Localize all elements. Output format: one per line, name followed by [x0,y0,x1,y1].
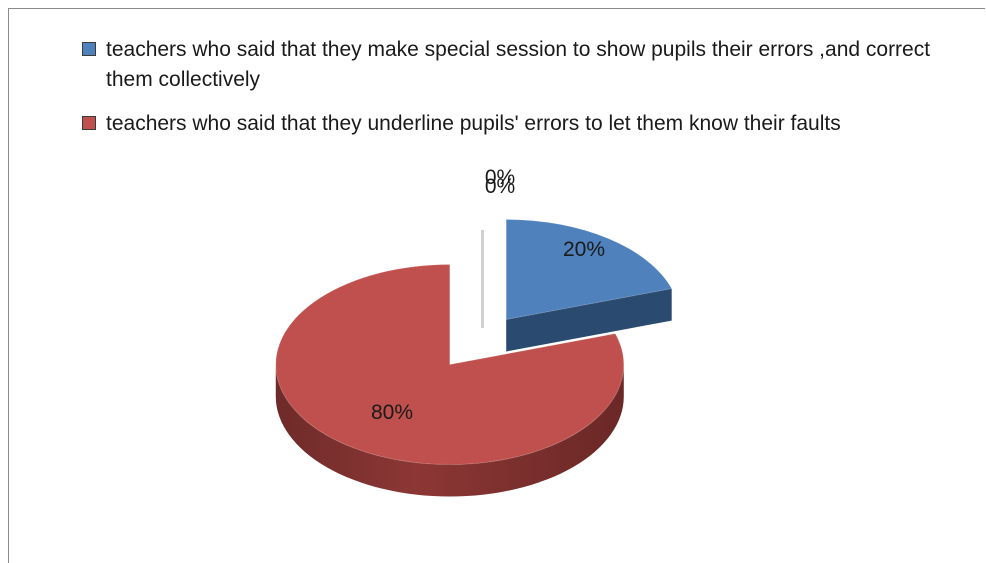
legend-item-special-session: teachers who said that they make special… [82,35,962,95]
legend-label-underline-errors: teachers who said that they underline pu… [106,112,841,135]
data-label-0: 20% [563,238,605,261]
legend-item-underline-errors: teachers who said that they underline pu… [82,109,962,139]
pie-slice-1 [275,264,625,466]
pie-slice-side-0-face [506,288,672,352]
chart-legend: teachers who said that they make special… [82,35,962,153]
legend-swatch-red [82,116,96,130]
data-label-2: 0% [485,166,515,189]
data-label-1: 80% [371,401,413,424]
pie-slice-side-1 [275,364,624,497]
data-label-3: 0% [485,175,515,198]
legend-swatch-blue [82,42,96,56]
chart-frame [8,8,985,563]
pie-slice-0 [505,218,673,321]
legend-label-special-session: teachers who said that they make special… [106,38,931,91]
